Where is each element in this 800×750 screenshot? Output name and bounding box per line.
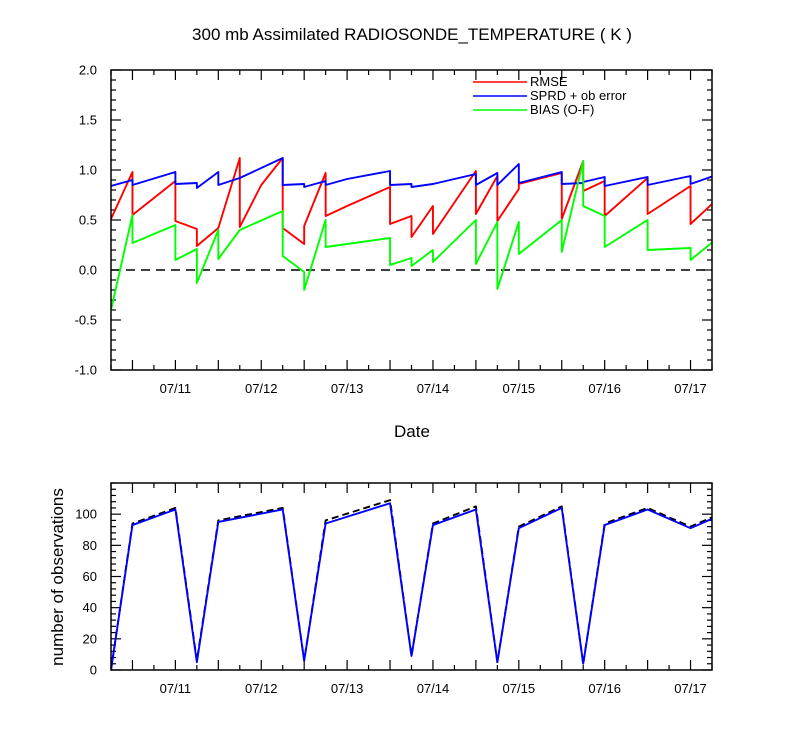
y-tick-label: 0 xyxy=(90,663,97,678)
x-tick-label: 07/11 xyxy=(160,681,192,696)
x-tick-label: 07/12 xyxy=(245,381,278,396)
x-tick-label: 07/15 xyxy=(503,381,536,396)
x-tick-label: 07/14 xyxy=(417,381,450,396)
x-tick-label: 07/16 xyxy=(588,681,621,696)
y-tick-label: 2.0 xyxy=(79,63,97,78)
bottom-y-tick-labels: 0 20 40 60 80 100 xyxy=(75,507,97,678)
y-tick-label: 100 xyxy=(75,507,97,522)
series-line-bias-o-f xyxy=(111,160,712,311)
legend-label-sprd: SPRD + ob error xyxy=(530,88,627,103)
y-tick-label: -0.5 xyxy=(75,313,97,328)
x-tick-label: 07/12 xyxy=(245,681,278,696)
top-x-axis-title: Date xyxy=(394,422,430,441)
top-plot-frame xyxy=(110,69,713,371)
y-tick-label: 1.0 xyxy=(79,163,97,178)
y-tick-label: 0.5 xyxy=(79,213,97,228)
x-tick-label: 07/15 xyxy=(503,681,536,696)
top-series-group xyxy=(111,157,712,311)
y-tick-label: 60 xyxy=(83,569,97,584)
x-tick-label: 07/17 xyxy=(674,381,707,396)
bottom-plot-frame xyxy=(110,482,713,671)
series-line-sprd-ob-error xyxy=(111,157,712,189)
bottom-y-axis-title: number of observations xyxy=(48,488,67,666)
bottom-series-group xyxy=(111,499,712,670)
y-tick-label: 0.0 xyxy=(79,263,97,278)
top-chart-title: 300 mb Assimilated RADIOSONDE_TEMPERATUR… xyxy=(192,25,632,44)
y-tick-label: 40 xyxy=(83,600,97,615)
x-tick-label: 07/17 xyxy=(674,681,707,696)
x-tick-label: 07/13 xyxy=(331,681,364,696)
y-tick-label: 20 xyxy=(83,631,97,646)
series-line-used-observations xyxy=(111,502,712,670)
bottom-axis-ticks xyxy=(110,482,713,671)
x-tick-label: 07/16 xyxy=(588,381,621,396)
x-tick-label: 07/13 xyxy=(331,381,364,396)
top-y-tick-labels: -1.0 -0.5 0.0 0.5 1.0 1.5 2.0 xyxy=(75,63,97,378)
top-x-tick-labels: 07/11 07/12 07/13 07/14 07/15 07/16 07/17 xyxy=(160,381,707,396)
legend-label-rmse: RMSE xyxy=(530,74,568,89)
y-tick-label: 1.5 xyxy=(79,113,97,128)
x-tick-label: 07/14 xyxy=(417,681,450,696)
series-line-possible-observations xyxy=(111,499,712,670)
x-tick-label: 07/11 xyxy=(160,381,192,396)
bottom-x-tick-labels: 07/11 07/12 07/13 07/14 07/15 07/16 07/17 xyxy=(160,681,707,696)
y-tick-label: -1.0 xyxy=(75,363,97,378)
y-tick-label: 80 xyxy=(83,538,97,553)
legend: RMSE SPRD + ob error BIAS (O-F) xyxy=(473,74,627,117)
top-chart-panel: 300 mb Assimilated RADIOSONDE_TEMPERATUR… xyxy=(75,25,713,441)
legend-label-bias: BIAS (O-F) xyxy=(530,102,594,117)
